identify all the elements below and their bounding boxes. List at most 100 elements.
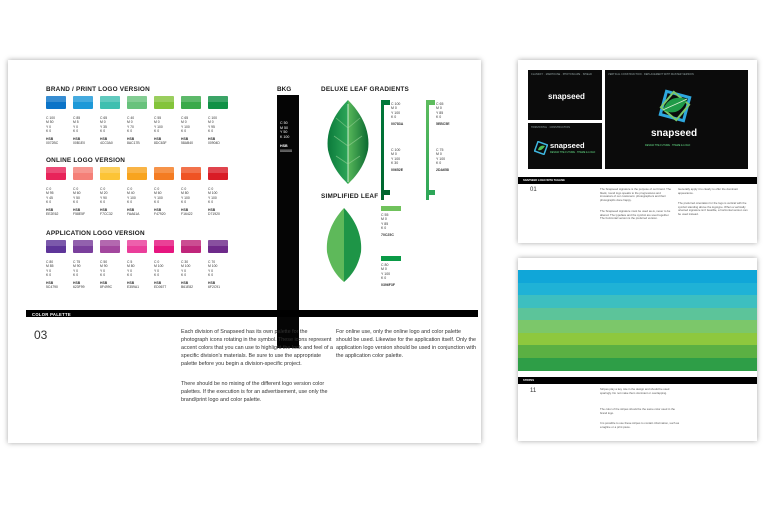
stripe xyxy=(518,320,757,333)
page-number: 03 xyxy=(34,328,48,342)
snapseed-symbol-icon xyxy=(658,89,692,123)
online-color-code: C 0 M 60 Y 50 K 0 HSB F58E5F xyxy=(73,187,86,217)
online-swatch xyxy=(127,167,147,180)
brand-color-code: C 65 M 0 Y 100 K 0 HSB 58AB40 xyxy=(181,116,194,146)
brand-color-code: C 65 M 0 Y 35 K 0 HSB 4CC0A0 xyxy=(100,116,113,146)
application-code-row: C 80 M 85 Y 0 K 0 HSB 5C4790 C 75 M 90 Y 0 … xyxy=(46,260,228,290)
palette-page: BRAND / PRINT LOGO VERSION C 100 M 50 Y … xyxy=(8,60,481,443)
logo-wordmark: snapseed xyxy=(651,128,698,139)
body-paragraph-2: There should be no mixing of the differe… xyxy=(181,381,328,403)
gradient-marker xyxy=(384,190,390,195)
online-color-code: C 0 M 20 Y 90 K 0 HSB F7CC32 xyxy=(100,187,113,217)
deluxe-code-3: C 100 M 0 Y 100 K 30 00652E xyxy=(391,148,404,173)
logo-tile-small: CLASSIFY · MADHOUSE · PHOTOSCAPE · SHIEL… xyxy=(528,70,602,120)
simplified-code-1: C 55 M 0 Y 85 K 0 70C25C xyxy=(381,213,394,238)
application-swatch xyxy=(46,240,66,253)
stripe xyxy=(518,357,757,371)
online-color-code: C 0 M 95 Y 45 K 0 HSB EE2E62 xyxy=(46,187,59,217)
stripe xyxy=(518,282,757,296)
application-swatch xyxy=(208,240,228,253)
body-text: Stripes play a key role in the design an… xyxy=(600,387,670,395)
stripes-page: STRIPES 11 Stripes play a key role in th… xyxy=(518,258,757,441)
logo-tile-vertical: VERTICAL CONSTRUCTION · REPLACEMENT WITH… xyxy=(605,70,748,169)
stripe xyxy=(518,332,757,346)
online-swatch xyxy=(154,167,174,180)
logo-wordmark: snapseed xyxy=(548,92,585,101)
brand-swatch xyxy=(73,96,93,109)
body-text: The Snapseed signature is the purpose of… xyxy=(600,187,672,202)
bkg-hsb: 000000 xyxy=(280,148,292,153)
brand-color-code: C 55 M 0 Y 100 K 0 HSB 8DC63F xyxy=(154,116,167,146)
logo-tagline-page: CLASSIFY · MADHOUSE · PHOTOSCAPE · SHIEL… xyxy=(518,60,757,243)
brand-swatch xyxy=(154,96,174,109)
tile-heading: CLASSIFY · MADHOUSE · PHOTOSCAPE · SHIEL… xyxy=(531,73,592,76)
deluxe-code-4: C 75 M 0 Y 100 K 0 2DA658 xyxy=(436,148,449,173)
online-swatch xyxy=(208,167,228,180)
brand-swatch xyxy=(127,96,147,109)
deluxe-gradient-bar-1 xyxy=(381,100,384,200)
tile-heading: HORIZONTAL · CONSTRUCTION xyxy=(531,126,571,129)
brand-swatch-row xyxy=(46,96,228,109)
page-number: 11 xyxy=(530,388,537,394)
section-band: STRIPES xyxy=(518,377,757,384)
application-swatch xyxy=(181,240,201,253)
page-number: 01 xyxy=(530,187,537,193)
simplified-code-2: C 80 M 0 Y 100 K 0 0396F3F xyxy=(381,263,396,288)
tagline-small: DESIGN THE FUTURE · THEME & LOGO xyxy=(550,151,596,154)
tagline-large: DESIGN THE FUTURE · THEME & LOGO xyxy=(645,144,691,147)
online-swatch-row xyxy=(46,167,228,180)
brand-swatch xyxy=(181,96,201,109)
application-swatch xyxy=(100,240,120,253)
bkg-swatch: C 50 M 50 Y 50 K 100 HSB 000000 xyxy=(277,95,299,348)
deluxe-code-2: C 65 M 0 Y 85 K 0 5EBC5E xyxy=(436,102,450,127)
body-text: The color of the stripes should be the s… xyxy=(600,407,675,415)
brand-color-code: C 85 M 5 Y 0 K 0 HSB 00B1E0 xyxy=(73,116,86,146)
online-logo-title: ONLINE LOGO VERSION xyxy=(46,157,126,164)
body-text: The preferred orientation for the logo i… xyxy=(678,201,748,216)
stripe xyxy=(518,307,757,321)
gradient-marker xyxy=(384,100,390,105)
online-swatch xyxy=(181,167,201,180)
brand-color-code: C 100 M 0 Y 95 K 0 HSB 00904D xyxy=(208,116,220,146)
gradient-marker xyxy=(429,100,435,105)
body-paragraph-3: For online use, only the online logo and… xyxy=(336,329,476,359)
simplified-swatch-2 xyxy=(381,256,401,261)
simplified-swatch-1 xyxy=(381,206,401,211)
application-color-code: C 70 M 100 Y 0 K 0 HSB 6F2C91 xyxy=(208,260,221,290)
brand-logo-title: BRAND / PRINT LOGO VERSION xyxy=(46,86,150,93)
bkg-label: BKG xyxy=(277,86,292,93)
online-color-code: C 0 M 100 Y 100 K 0 HSB D71920 xyxy=(208,187,220,217)
application-logo-title: APPLICATION LOGO VERSION xyxy=(46,230,145,237)
brand-code-row: C 100 M 50 Y 0 K 0 HSB 0072BC C 85 M 5 Y 0 … xyxy=(46,116,228,146)
application-color-code: C 80 M 85 Y 0 K 0 HSB 5C4790 xyxy=(46,260,58,290)
section-band: SNAPSEED LOGO WITH TAGLINE xyxy=(518,177,757,184)
body-paragraph-1: Each division of Snapseed has its own pa… xyxy=(181,329,333,367)
online-swatch xyxy=(46,167,66,180)
stripe xyxy=(518,270,757,283)
deluxe-leaf-icon xyxy=(327,100,369,184)
body-text: Generally apply it to clearly to offer t… xyxy=(678,187,738,195)
online-color-code: C 0 M 80 Y 100 K 0 HSB F16422 xyxy=(181,187,193,217)
brand-color-code: C 40 M 0 Y 70 K 0 HSB 8AC17B xyxy=(127,116,140,146)
color-palette-band: COLOR PALETTE xyxy=(26,310,478,317)
application-swatch xyxy=(127,240,147,253)
application-color-code: C 0 M 100 Y 0 K 0 HSB ED0677 xyxy=(154,260,167,290)
body-text: The Snapseed signature must be used as-i… xyxy=(600,209,671,221)
bkg-codes: C 50 M 50 Y 50 K 100 HSB 000000 xyxy=(280,121,292,153)
deluxe-code-1: C 100 M 0 Y 100 K 0 00783A xyxy=(391,102,404,127)
online-swatch xyxy=(73,167,93,180)
body-text: It is possible to use these stripes to c… xyxy=(600,421,680,429)
bkg-hsb-label: HSB xyxy=(280,144,288,148)
brand-color-code: C 100 M 50 Y 0 K 0 HSB 0072BC xyxy=(46,116,59,146)
bkg-cmyk: C 50 M 50 Y 50 K 100 xyxy=(280,121,290,139)
simplified-leaf-icon xyxy=(326,208,362,282)
application-color-code: C 30 M 100 Y 0 K 0 HSB B61E82 xyxy=(181,260,194,290)
deluxe-leaf-title: DELUXE LEAF GRADIENTS xyxy=(321,86,409,93)
simplified-leaf-title: SIMPLIFIED LEAF xyxy=(321,193,379,200)
deluxe-gradient-bar-2 xyxy=(426,100,429,200)
brand-swatch xyxy=(208,96,228,109)
logo-tile-horizontal: HORIZONTAL · CONSTRUCTION snapseed DESIG… xyxy=(528,123,602,169)
brand-swatch xyxy=(46,96,66,109)
application-color-code: C 50 M 90 Y 0 K 0 HSB 8F499C xyxy=(100,260,113,290)
application-swatch-row xyxy=(46,240,228,253)
